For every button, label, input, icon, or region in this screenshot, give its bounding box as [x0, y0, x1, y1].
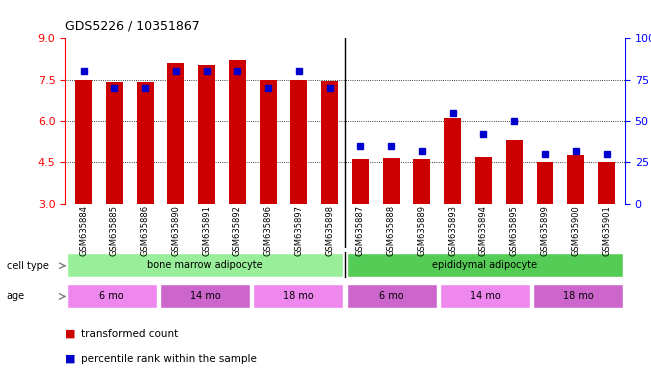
Bar [352, 159, 369, 204]
Text: transformed count: transformed count [81, 329, 178, 339]
Text: percentile rank within the sample: percentile rank within the sample [81, 354, 257, 364]
Bar [346, 283, 437, 308]
Bar [321, 81, 338, 204]
Bar [66, 253, 344, 277]
Bar [536, 162, 553, 204]
Text: 18 mo: 18 mo [283, 291, 314, 301]
Bar [533, 283, 624, 308]
Bar [444, 118, 461, 204]
Text: cell type: cell type [7, 261, 48, 271]
Bar [567, 156, 584, 204]
Bar [167, 63, 184, 204]
Bar [598, 162, 615, 204]
Bar [260, 80, 277, 204]
Bar [75, 80, 92, 204]
Bar [383, 158, 400, 204]
Bar [198, 65, 215, 204]
Text: GDS5226 / 10351867: GDS5226 / 10351867 [65, 20, 200, 33]
Text: 6 mo: 6 mo [380, 291, 404, 301]
Bar [290, 80, 307, 204]
Bar [506, 140, 523, 204]
Text: 14 mo: 14 mo [469, 291, 501, 301]
Bar [106, 83, 123, 204]
Bar [475, 157, 492, 204]
Bar [253, 283, 344, 308]
Text: 18 mo: 18 mo [563, 291, 594, 301]
Bar [440, 283, 530, 308]
Bar [137, 83, 154, 204]
Text: age: age [7, 291, 25, 301]
Text: ■: ■ [65, 329, 76, 339]
Bar [66, 283, 157, 308]
Text: bone marrow adipocyte: bone marrow adipocyte [147, 260, 263, 270]
Bar [413, 159, 430, 204]
Text: ■: ■ [65, 354, 76, 364]
Text: 14 mo: 14 mo [189, 291, 221, 301]
Bar [346, 253, 624, 277]
Text: 6 mo: 6 mo [100, 291, 124, 301]
Bar [229, 60, 246, 204]
Text: epididymal adipocyte: epididymal adipocyte [432, 260, 538, 270]
Bar [160, 283, 250, 308]
